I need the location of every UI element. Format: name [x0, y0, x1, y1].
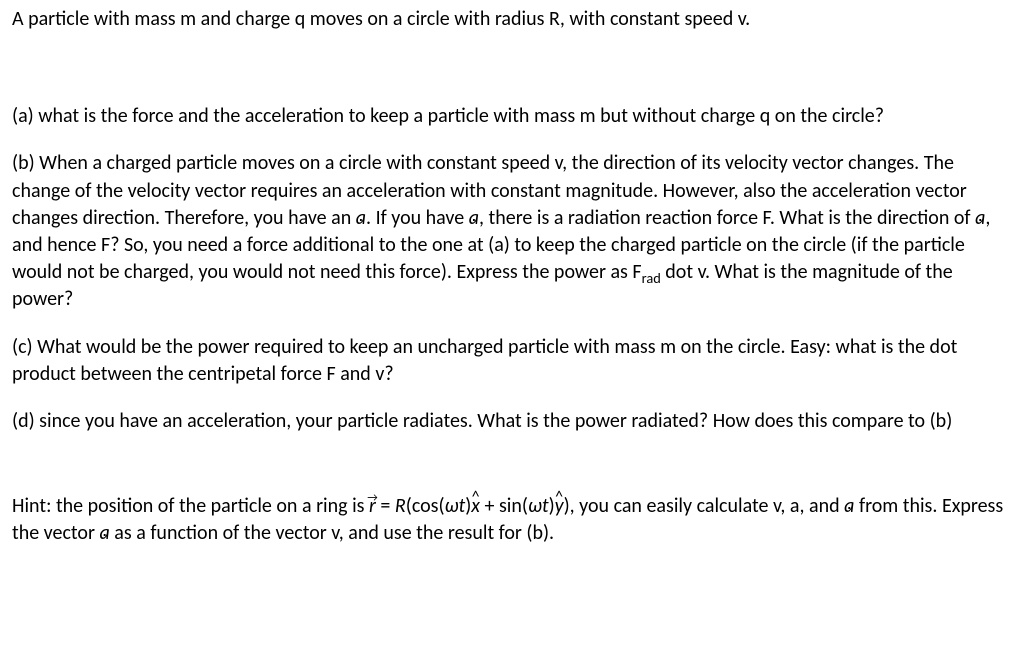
- part-b-seg2: . If you have: [366, 206, 469, 230]
- hint-seg2: ), you can easily calculate v, a, and: [564, 494, 845, 518]
- part-b-seg3: , there is a radiation reaction force F.…: [479, 206, 975, 230]
- part-d-text: (d) since you have an acceleration, your…: [12, 408, 1008, 435]
- part-c-text: (c) What would be the power required to …: [12, 334, 1008, 388]
- omega-t: ωt: [528, 494, 549, 518]
- hint-cos: cos(: [412, 494, 445, 518]
- hint-R: R: [395, 494, 406, 518]
- r-vector-symbol: r: [369, 493, 376, 520]
- a-dot-symbol: a: [356, 205, 366, 232]
- part-a-text: (a) what is the force and the accelerati…: [12, 103, 1008, 130]
- hint-text: Hint: the position of the particle on a …: [12, 493, 1008, 547]
- omega-t: ωt: [445, 494, 466, 518]
- x-hat-symbol: x: [471, 493, 480, 520]
- subscript-rad: rad: [642, 269, 661, 287]
- a-dot-symbol: a: [469, 205, 479, 232]
- hint-seg1: Hint: the position of the particle on a …: [12, 494, 369, 518]
- hint-plus: +: [480, 494, 499, 518]
- a-dot-symbol: a: [99, 520, 109, 547]
- hint-seg4: as a function of the vector v, and use t…: [110, 521, 554, 545]
- y-hat-symbol: y: [555, 493, 564, 520]
- a-dot-symbol: a: [975, 205, 985, 232]
- hint-eq: =: [376, 494, 395, 518]
- a-dot-symbol: a: [844, 493, 854, 520]
- intro-text: A particle with mass m and charge q move…: [12, 6, 1008, 33]
- part-b-text: (b) When a charged particle moves on a c…: [12, 150, 1008, 313]
- hint-sin: sin(: [499, 494, 528, 518]
